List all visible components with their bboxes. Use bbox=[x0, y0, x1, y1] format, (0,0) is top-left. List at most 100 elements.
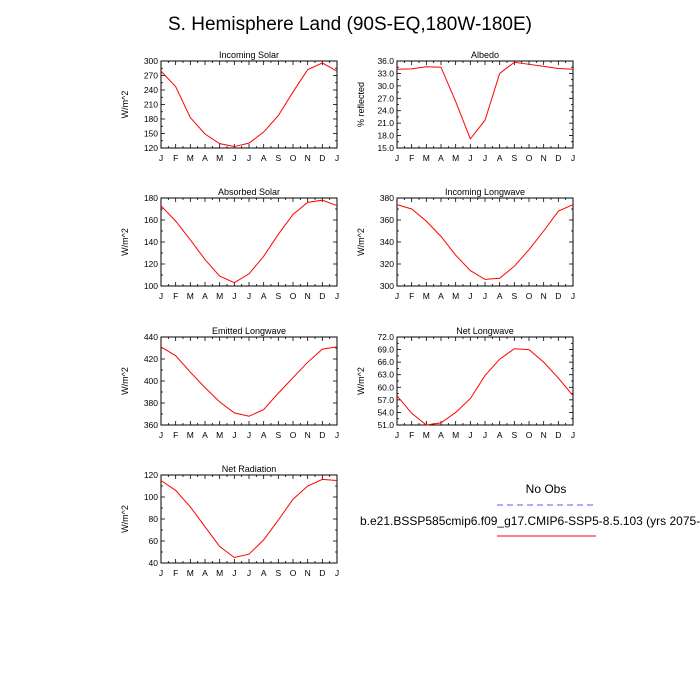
legend-obs-label: No Obs bbox=[526, 482, 567, 496]
panel-net-longwave-xtick-label: M bbox=[452, 430, 459, 440]
panel-net-longwave-xtick-label: F bbox=[409, 430, 414, 440]
panel-emitted-longwave-xtick-label: M bbox=[187, 430, 194, 440]
panel-emitted-longwave-xtick-label: O bbox=[290, 430, 297, 440]
panel-albedo-xtick-label: J bbox=[483, 153, 487, 163]
panel-albedo-xtick-label: F bbox=[409, 153, 414, 163]
panel-emitted-longwave-ytick-label: 360 bbox=[144, 420, 158, 430]
panel-net-radiation-xtick-label: N bbox=[305, 568, 311, 578]
panel-net-radiation-xtick-label: F bbox=[173, 568, 178, 578]
panel-incoming-longwave-ytick-label: 300 bbox=[380, 281, 394, 291]
panel-net-radiation-ytick-label: 40 bbox=[149, 558, 159, 568]
panel-absorbed-solar-xtick-label: A bbox=[202, 291, 208, 301]
panel-albedo-xtick-label: N bbox=[541, 153, 547, 163]
panel-net-longwave-ytick-label: 63.0 bbox=[377, 370, 394, 380]
panel-incoming-solar-ytick-label: 300 bbox=[144, 56, 158, 66]
panel-net-longwave-xtick-label: J bbox=[468, 430, 472, 440]
panel-absorbed-solar-ytick-label: 160 bbox=[144, 215, 158, 225]
panel-net-longwave-xtick-label: A bbox=[438, 430, 444, 440]
panel-net-radiation-series-line bbox=[160, 478, 338, 559]
panel-incoming-solar-series-line bbox=[160, 62, 338, 148]
panel-incoming-longwave-xtick-label: N bbox=[541, 291, 547, 301]
panel-net-longwave-xtick-label: A bbox=[497, 430, 503, 440]
panel-incoming-longwave-series-line bbox=[396, 204, 574, 280]
panel-albedo-xtick-label: A bbox=[497, 153, 503, 163]
panel-emitted-longwave-xtick-label: M bbox=[216, 430, 223, 440]
panel-albedo-xtick-label: A bbox=[438, 153, 444, 163]
panel-absorbed-solar-xtick-label: S bbox=[275, 291, 281, 301]
panel-incoming-solar-ytick-label: 120 bbox=[144, 143, 158, 153]
panel-incoming-solar-title: Incoming Solar bbox=[219, 50, 279, 60]
panel-net-longwave-title: Net Longwave bbox=[456, 326, 514, 336]
panel-emitted-longwave-frame bbox=[160, 336, 338, 426]
panel-incoming-solar-xtick-label: J bbox=[335, 153, 339, 163]
panel-net-longwave-ylabel: W/m^2 bbox=[356, 367, 366, 395]
panel-emitted-longwave-xtick-label: A bbox=[202, 430, 208, 440]
panel-absorbed-solar-xtick-label: J bbox=[232, 291, 236, 301]
panel-net-longwave-xtick-label: S bbox=[511, 430, 517, 440]
panel-incoming-solar-xtick-label: A bbox=[261, 153, 267, 163]
panel-net-longwave-ytick-label: 60.0 bbox=[377, 382, 394, 392]
panel-emitted-longwave-xtick-label: J bbox=[232, 430, 236, 440]
panel-net-radiation-frame bbox=[160, 474, 338, 564]
panel-net-radiation-xtick-label: S bbox=[275, 568, 281, 578]
panel-incoming-longwave-ytick-label: 340 bbox=[380, 237, 394, 247]
panel-net-radiation-xtick-label: J bbox=[247, 568, 251, 578]
panel-emitted-longwave-ytick-label: 380 bbox=[144, 398, 158, 408]
panel-absorbed-solar-xtick-label: A bbox=[261, 291, 267, 301]
panel-emitted-longwave-ytick-label: 420 bbox=[144, 354, 158, 364]
panel-net-longwave-xtick-label: D bbox=[555, 430, 561, 440]
panel-net-longwave-ytick-label: 51.0 bbox=[377, 420, 394, 430]
panel-incoming-longwave-xtick-label: J bbox=[395, 291, 399, 301]
panel-emitted-longwave-xtick-label: F bbox=[173, 430, 178, 440]
panel-incoming-longwave-xtick-label: O bbox=[526, 291, 533, 301]
panel-emitted-longwave-xtick-label: A bbox=[261, 430, 267, 440]
panel-absorbed-solar-ytick-label: 100 bbox=[144, 281, 158, 291]
panel-albedo-ytick-label: 15.0 bbox=[377, 143, 394, 153]
panel-incoming-longwave-title: Incoming Longwave bbox=[445, 187, 525, 197]
panel-net-radiation-xtick-label: A bbox=[202, 568, 208, 578]
panel-absorbed-solar-xtick-label: J bbox=[335, 291, 339, 301]
panel-albedo-ytick-label: 36.0 bbox=[377, 56, 394, 66]
panel-incoming-solar-xtick-label: F bbox=[173, 153, 178, 163]
panel-incoming-solar-frame bbox=[160, 60, 338, 149]
panel-net-longwave-ytick-label: 72.0 bbox=[377, 332, 394, 342]
panel-incoming-longwave-xtick-label: M bbox=[452, 291, 459, 301]
panel-net-radiation-ytick-label: 60 bbox=[149, 536, 159, 546]
panel-incoming-solar-ylabel: W/m^2 bbox=[120, 91, 130, 119]
panel-absorbed-solar-title: Absorbed Solar bbox=[218, 187, 280, 197]
panel-incoming-solar-xtick-label: J bbox=[247, 153, 251, 163]
panel-emitted-longwave-xtick-label: J bbox=[159, 430, 163, 440]
panel-net-longwave-xtick-label: J bbox=[571, 430, 575, 440]
panel-incoming-solar-xtick-label: J bbox=[159, 153, 163, 163]
panel-emitted-longwave-xtick-label: J bbox=[335, 430, 339, 440]
panel-albedo-ytick-label: 30.0 bbox=[377, 81, 394, 91]
panel-absorbed-solar-ytick-label: 120 bbox=[144, 259, 158, 269]
panel-incoming-longwave-xtick-label: A bbox=[497, 291, 503, 301]
panel-incoming-solar-xtick-label: M bbox=[216, 153, 223, 163]
panel-emitted-longwave-xtick-label: D bbox=[319, 430, 325, 440]
panel-albedo-xtick-label: O bbox=[526, 153, 533, 163]
panel-net-longwave-ytick-label: 69.0 bbox=[377, 345, 394, 355]
panel-net-longwave-ytick-label: 57.0 bbox=[377, 395, 394, 405]
panel-absorbed-solar-xtick-label: J bbox=[247, 291, 251, 301]
panel-emitted-longwave-ylabel: W/m^2 bbox=[120, 367, 130, 395]
panel-incoming-solar-xtick-label: A bbox=[202, 153, 208, 163]
panel-net-radiation-xtick-label: J bbox=[232, 568, 236, 578]
panel-albedo-xtick-label: D bbox=[555, 153, 561, 163]
panel-net-radiation-xtick-label: J bbox=[335, 568, 339, 578]
panel-incoming-longwave-xtick-label: M bbox=[423, 291, 430, 301]
panel-incoming-solar-ytick-label: 150 bbox=[144, 129, 158, 139]
panel-net-longwave-series-line bbox=[396, 348, 574, 426]
panel-albedo-ytick-label: 27.0 bbox=[377, 93, 394, 103]
panel-net-radiation-ytick-label: 80 bbox=[149, 514, 159, 524]
panel-incoming-longwave-xtick-label: J bbox=[571, 291, 575, 301]
panel-absorbed-solar-ylabel: W/m^2 bbox=[120, 228, 130, 256]
panel-emitted-longwave-title: Emitted Longwave bbox=[212, 326, 286, 336]
panel-incoming-solar-ytick-label: 240 bbox=[144, 85, 158, 95]
